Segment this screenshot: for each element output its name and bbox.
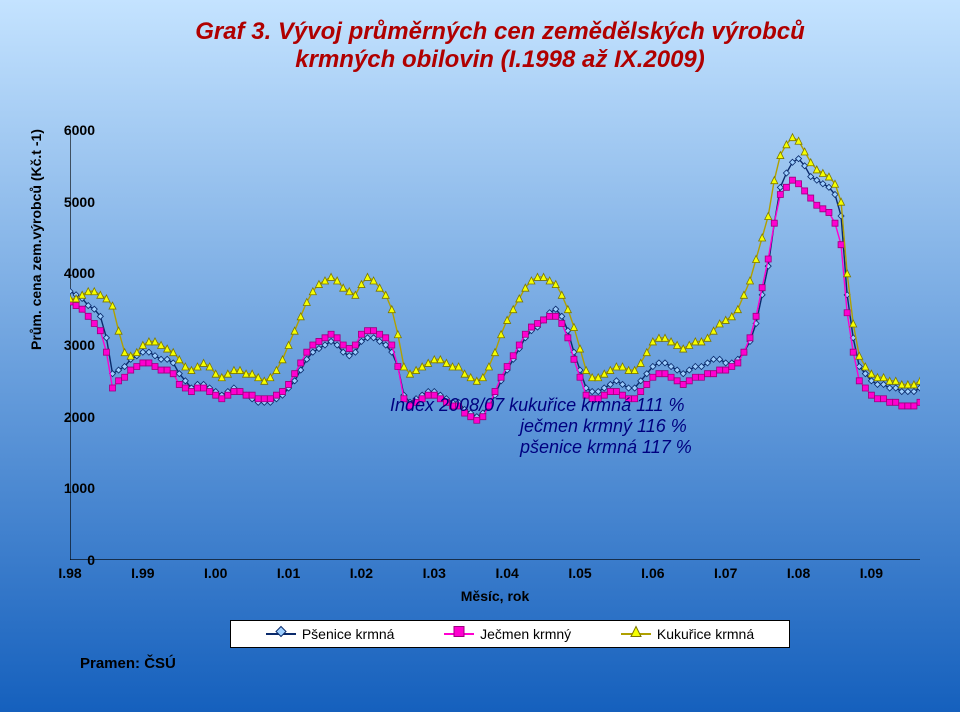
x-tick-label: I.03 <box>423 565 446 581</box>
x-axis-label: Měsíc, rok <box>70 588 920 604</box>
legend-swatch <box>444 633 474 635</box>
x-tick-label: I.99 <box>131 565 154 581</box>
x-tick-label: I.07 <box>714 565 737 581</box>
legend-label: Pšenice krmná <box>302 626 395 642</box>
legend-item: Pšenice krmná <box>266 626 395 642</box>
legend-marker-icon <box>629 625 643 644</box>
legend-marker-icon <box>274 625 288 644</box>
chart-svg <box>70 130 920 560</box>
x-tick-label: I.04 <box>495 565 518 581</box>
x-tick-label: I.05 <box>568 565 591 581</box>
y-axis-label: Prům. cena zem.výrobců (Kč.t -1) <box>28 129 44 350</box>
title-line-1: Graf 3. Vývoj průměrných cen zemědělskýc… <box>195 18 805 45</box>
title-line-2: krmných obilovin (I.1998 až IX.2009) <box>295 46 705 73</box>
legend-marker-icon <box>452 625 466 644</box>
x-tick-label: I.06 <box>641 565 664 581</box>
legend-swatch <box>266 633 296 635</box>
x-tick-label: I.02 <box>350 565 373 581</box>
legend-item: Ječmen krmný <box>444 626 571 642</box>
index-annotation: Index 2008/07 kukuřice krmná 111 %ječmen… <box>390 395 692 458</box>
annotation-line: Index 2008/07 kukuřice krmná 111 % <box>390 395 692 416</box>
legend-label: Ječmen krmný <box>480 626 571 642</box>
x-tick-label: I.09 <box>860 565 883 581</box>
x-tick-label: I.98 <box>58 565 81 581</box>
chart-title: Graf 3. Vývoj průměrných cen zemědělskýc… <box>80 18 920 74</box>
x-tick-label: I.00 <box>204 565 227 581</box>
plot-area <box>70 130 920 560</box>
x-ticks: I.98I.99I.00I.01I.02I.03I.04I.05I.06I.07… <box>70 565 920 585</box>
annotation-line: pšenice krmná 117 % <box>390 437 692 458</box>
legend-item: Kukuřice krmná <box>621 626 754 642</box>
source-label: Pramen: ČSÚ <box>80 655 176 672</box>
x-tick-label: I.08 <box>787 565 810 581</box>
annotation-line: ječmen krmný 116 % <box>390 416 692 437</box>
legend-label: Kukuřice krmná <box>657 626 754 642</box>
x-tick-label: I.01 <box>277 565 300 581</box>
legend: Pšenice krmná Ječmen krmný Kukuřice krmná <box>230 620 790 648</box>
legend-swatch <box>621 633 651 635</box>
slide: Graf 3. Vývoj průměrných cen zemědělskýc… <box>0 0 960 712</box>
